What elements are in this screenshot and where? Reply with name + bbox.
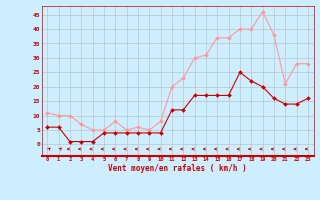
X-axis label: Vent moyen/en rafales ( km/h ): Vent moyen/en rafales ( km/h ) <box>108 164 247 173</box>
